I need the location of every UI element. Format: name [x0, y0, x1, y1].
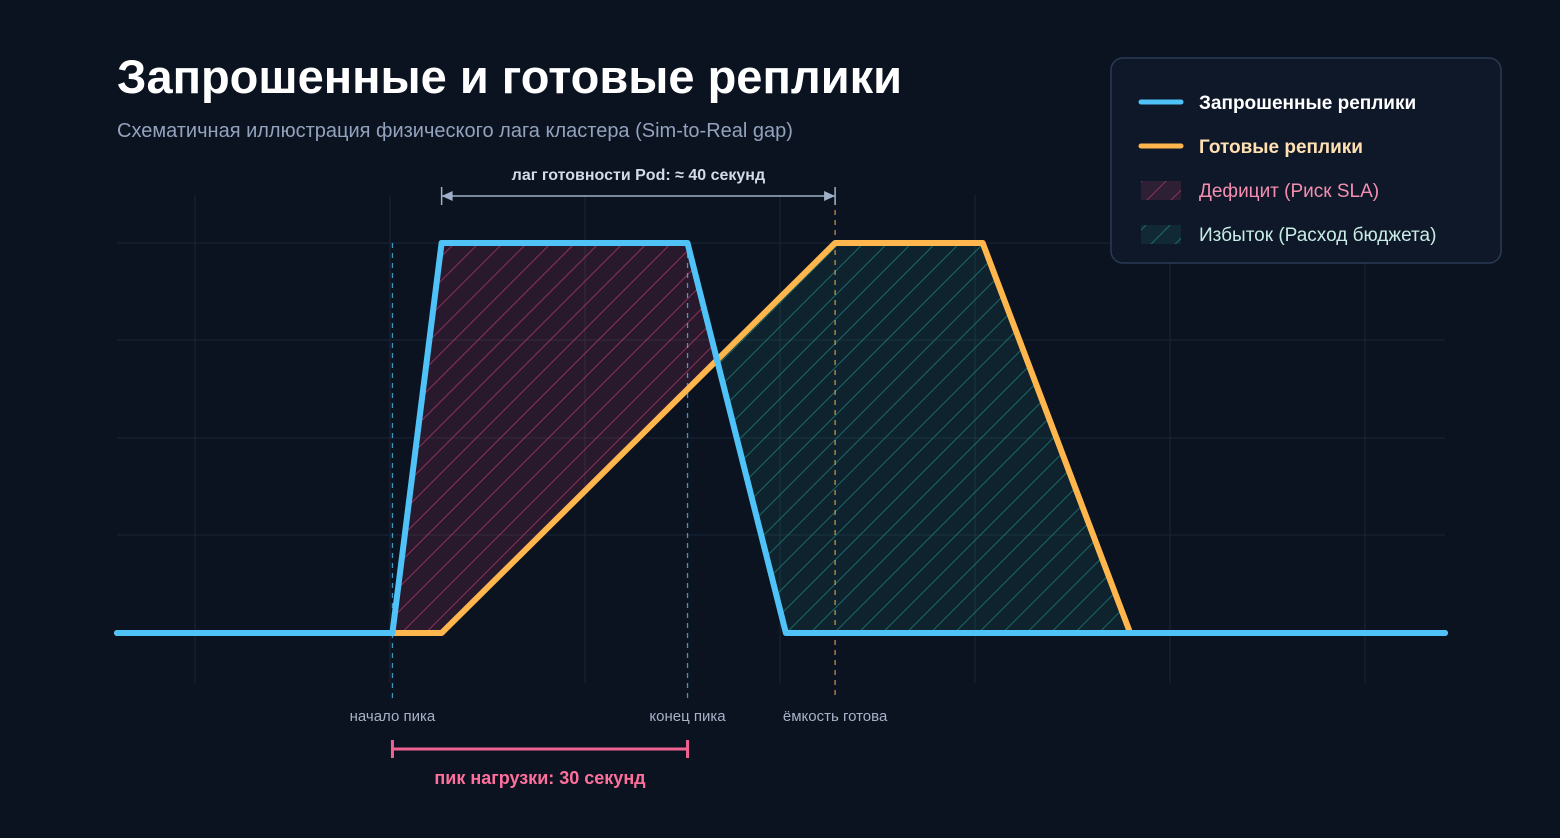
legend-box: [1110, 57, 1502, 264]
marker-label-peak-end: конец пика: [649, 708, 726, 725]
marker-label-peak-start: начало пика: [350, 708, 436, 725]
marker-label-capacity-ready: ёмкость готова: [783, 708, 888, 725]
peak-annotation-label: пик нагрузки: 30 секунд: [434, 768, 646, 788]
page-subtitle: Схематичная иллюстрация физического лага…: [117, 120, 793, 142]
series-line-requested: [114, 240, 1448, 636]
markers-layer: [391, 200, 836, 698]
legend-swatch-deficit: [1141, 181, 1181, 200]
surplus-area-0: [717, 243, 1131, 633]
legend: Запрошенные реплики Готовые реплики Дефи…: [1110, 57, 1502, 264]
legend-label-surplus: Избыток (Расход бюджета): [1199, 225, 1436, 246]
legend-label-ready: Готовые реплики: [1199, 137, 1363, 158]
lag-arrow-left: [441, 191, 453, 201]
deficit-area-0: [392, 243, 718, 633]
peak-annotation: пик нагрузки: 30 секунд: [390, 740, 690, 788]
marker-labels: начало пика конец пика ёмкость готова: [350, 708, 888, 725]
lag-annotation-label: лаг готовности Pod: ≈ 40 секунд: [512, 167, 765, 184]
lag-annotation: лаг готовности Pod: ≈ 40 секунд: [440, 167, 836, 205]
legend-swatch-surplus: [1141, 225, 1181, 244]
lag-arrow-right: [824, 191, 836, 201]
page-title: Запрошенные и готовые реплики: [117, 50, 902, 103]
legend-label-deficit: Дефицит (Риск SLA): [1199, 181, 1379, 202]
series-layer: [114, 240, 1448, 636]
legend-label-requested: Запрошенные реплики: [1199, 93, 1416, 114]
areas-layer: [392, 243, 1131, 633]
